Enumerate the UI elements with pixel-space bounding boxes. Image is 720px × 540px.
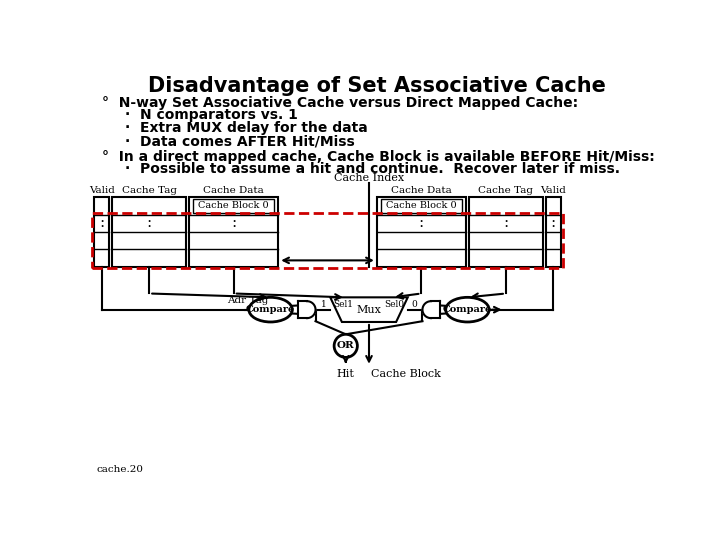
Text: Compare: Compare: [443, 305, 492, 314]
Text: ·  Possible to assume a hit and continue.  Recover later if miss.: · Possible to assume a hit and continue.…: [125, 162, 620, 176]
Text: ·  N comparators vs. 1: · N comparators vs. 1: [125, 108, 298, 122]
Bar: [381, 199, 462, 213]
Text: Cache Index: Cache Index: [334, 173, 404, 183]
Polygon shape: [330, 298, 408, 322]
Text: Disadvantage of Set Associative Cache: Disadvantage of Set Associative Cache: [148, 76, 606, 96]
Ellipse shape: [249, 298, 292, 322]
Text: Cache Data: Cache Data: [391, 186, 451, 195]
Text: °  In a direct mapped cache, Cache Block is available BEFORE Hit/Miss:: ° In a direct mapped cache, Cache Block …: [102, 150, 654, 164]
Text: :: :: [147, 216, 152, 230]
Text: Sel1: Sel1: [333, 300, 354, 309]
Text: :: :: [551, 216, 556, 230]
Text: Cache Tag: Cache Tag: [478, 186, 534, 195]
Text: ·  Data comes AFTER Hit/Miss: · Data comes AFTER Hit/Miss: [125, 134, 355, 148]
Text: OR: OR: [337, 341, 355, 350]
Text: Cache Data: Cache Data: [203, 186, 264, 195]
Text: Mux: Mux: [356, 305, 382, 315]
Bar: [92, 213, 563, 268]
Text: 0: 0: [412, 300, 418, 309]
Text: Cache Tag: Cache Tag: [122, 186, 177, 195]
Text: ·  Extra MUX delay for the data: · Extra MUX delay for the data: [125, 121, 368, 135]
Bar: [193, 199, 274, 213]
Text: Cache Block 0: Cache Block 0: [199, 201, 269, 211]
Ellipse shape: [334, 334, 357, 357]
Bar: [469, 197, 543, 267]
Text: 1: 1: [320, 300, 326, 309]
Text: Compare: Compare: [246, 305, 295, 314]
Bar: [94, 197, 109, 267]
Text: :: :: [503, 216, 508, 230]
Text: Sel0: Sel0: [384, 300, 405, 309]
Bar: [112, 197, 186, 267]
Text: Adr Tag: Adr Tag: [228, 296, 269, 305]
Text: °  N-way Set Associative Cache versus Direct Mapped Cache:: ° N-way Set Associative Cache versus Dir…: [102, 96, 577, 110]
Text: Hit: Hit: [337, 369, 355, 379]
Polygon shape: [299, 301, 315, 318]
Text: :: :: [231, 216, 236, 230]
Ellipse shape: [446, 298, 489, 322]
Polygon shape: [423, 301, 439, 318]
Text: cache.20: cache.20: [96, 465, 143, 475]
Text: :: :: [419, 216, 424, 230]
Text: :: :: [99, 216, 104, 230]
Text: Valid: Valid: [541, 186, 567, 195]
Bar: [546, 197, 561, 267]
Text: Cache Block 0: Cache Block 0: [386, 201, 456, 211]
Text: Cache Block: Cache Block: [372, 369, 441, 379]
Text: Valid: Valid: [89, 186, 114, 195]
Bar: [189, 197, 279, 267]
Bar: [377, 197, 466, 267]
